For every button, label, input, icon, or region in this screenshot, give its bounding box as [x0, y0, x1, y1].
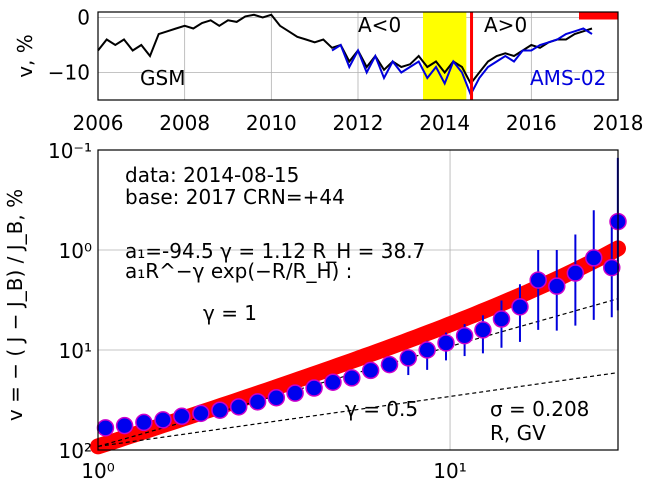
data-point [529, 271, 547, 289]
bottom-y-tick: 10¹ [59, 339, 92, 363]
bottom-x-tick: 10¹ [433, 459, 466, 483]
data-point [437, 334, 455, 352]
bottom-frame [97, 149, 619, 451]
bottom-y-tick: 10⁻¹ [48, 139, 92, 163]
data-point [267, 388, 286, 407]
data-point [229, 398, 248, 416]
data-point [548, 277, 566, 295]
label-gamma-05: γ = 0.5 [345, 397, 418, 421]
reference-line-gamma-1 [97, 298, 619, 447]
bottom-y-ticks: 10⁻¹ 10⁰ 10¹ 10² [48, 139, 92, 463]
top-y-tick: 0 [77, 6, 90, 30]
top-x-tick: 2014 [419, 111, 470, 135]
data-point [248, 393, 267, 411]
bottom-panel: 10⁰ 10¹ 10⁻¹ 10⁰ 10¹ 10² v = − ( J − J_B) / … [3, 139, 627, 483]
top-x-tick: 2012 [333, 111, 384, 135]
bottom-xlabel: R, GV [490, 421, 546, 445]
bottom-ylabel: v = − ( J − J_B) / J_B, % [3, 189, 27, 421]
annotation-base: base: 2017 CRN=+44 [125, 185, 345, 209]
top-panel: 2006 2008 2010 2012 2014 2016 2018 0 −10 v, % G… [13, 6, 643, 136]
data-point [324, 373, 342, 391]
data-point [566, 264, 585, 282]
annotation-params: a₁=-94.5 γ = 1.12 R_H = 38.7 [125, 239, 425, 263]
data-point [492, 310, 511, 328]
bottom-x-ticks: 10⁰ 10¹ [81, 459, 467, 483]
data-point [380, 355, 399, 374]
data-point [361, 361, 380, 380]
series-line-gsm [97, 13, 593, 86]
top-y-tick: −10 [48, 61, 90, 85]
top-y-ticks: 0 −10 [48, 6, 90, 85]
data-point [343, 369, 361, 387]
series-line-ams [331, 27, 593, 97]
top-x-tick: 2018 [593, 111, 644, 135]
reference-lines [97, 298, 619, 447]
annotation-date: data: 2014-08-15 [125, 163, 299, 187]
reversal-band [423, 12, 467, 100]
bottom-x-tick: 10⁰ [81, 459, 114, 483]
data-point [585, 249, 603, 267]
data-point [115, 416, 134, 435]
data-point [135, 413, 153, 432]
a-negative-label: A<0 [358, 13, 401, 37]
top-x-tick: 2008 [159, 111, 210, 135]
bottom-y-tick: 10⁰ [59, 239, 92, 263]
data-point [192, 404, 210, 423]
label-gamma-1: γ = 1 [203, 301, 257, 325]
bottom-y-tick: 10² [59, 439, 92, 463]
top-x-tick: 2016 [506, 111, 557, 135]
data-point [474, 321, 492, 339]
a-positive-label: A>0 [484, 13, 527, 37]
data-point [603, 258, 621, 277]
data-point [211, 401, 229, 419]
data-point [173, 407, 191, 426]
annotation-formula: a₁R^−γ exp(−R/R_H) : [125, 259, 352, 283]
data-point [305, 379, 323, 397]
data-point [418, 341, 436, 359]
reference-line-gamma-0.5 [97, 372, 619, 447]
top-frame [97, 11, 619, 101]
top-x-ticks: 2006 2008 2010 2012 2014 2016 2018 [73, 111, 644, 135]
data-points [96, 212, 627, 437]
top-ylabel: v, % [13, 34, 37, 78]
data-point [399, 349, 418, 367]
top-series [97, 13, 593, 97]
data-point [455, 326, 474, 345]
gsm-label: GSM [140, 66, 185, 90]
data-point [154, 411, 172, 429]
label-sigma: σ = 0.208 [490, 397, 589, 421]
ams-label: AMS-02 [530, 66, 606, 90]
data-point [96, 419, 115, 437]
data-point [286, 384, 304, 402]
top-x-tick: 2006 [73, 111, 124, 135]
top-x-tick: 2010 [246, 111, 297, 135]
data-point [511, 298, 529, 316]
